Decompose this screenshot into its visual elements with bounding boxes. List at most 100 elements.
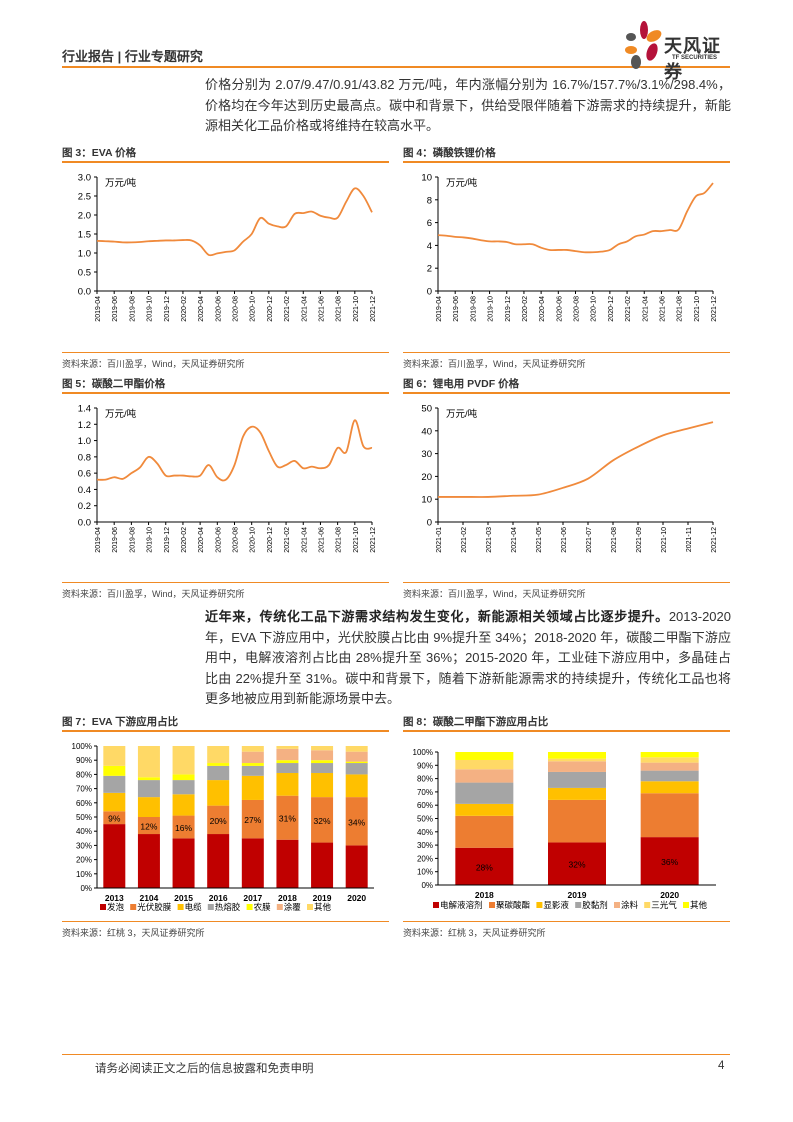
legend-item: 显影液 — [543, 900, 569, 910]
bar-segment-电解液溶剂 — [455, 847, 514, 885]
y-tick-label: 0% — [80, 884, 92, 893]
bar-segment-涂覆 — [241, 751, 264, 764]
bar-segment-热熔胶 — [172, 780, 195, 795]
bar-segment-电缆 — [137, 797, 160, 817]
x-tick-label: 2019-10 — [147, 296, 154, 322]
bar-segment-涂覆 — [311, 750, 334, 761]
bar-segment-光伏胶膜 — [276, 795, 299, 840]
x-tick-label: 2013 — [105, 893, 124, 903]
logo-petals-icon — [625, 21, 662, 69]
bar-segment-农膜 — [137, 777, 160, 781]
bar-segment-其他 — [345, 746, 368, 752]
x-tick-label: 2021-06 — [318, 296, 325, 322]
bar-segment-光伏胶膜 — [207, 805, 230, 835]
bar-segment-农膜 — [172, 774, 195, 781]
legend-swatch — [644, 902, 651, 908]
chart-7: 0% 10% 20% 30% 40% 50% 60% 70% 80% 90% 100% 9% 2013 1… — [72, 742, 374, 912]
bar-segment-光伏胶膜 — [345, 797, 368, 846]
y-tick-label: 0.6 — [78, 469, 91, 480]
figure-title: 图 4：磷酸铁锂价格 — [403, 147, 496, 159]
bar-segment-其他 — [548, 752, 606, 759]
data-label: 31% — [279, 814, 296, 824]
x-tick-label: 2015 — [174, 893, 193, 903]
x-tick-label: 2020-12 — [267, 296, 274, 322]
x-tick-label: 2020-08 — [233, 527, 240, 553]
x-tick-label: 2021-10 — [353, 527, 360, 553]
y-tick-label: 60% — [76, 799, 92, 808]
x-tick-label: 2020 — [347, 893, 366, 903]
y-tick-label: 0.0 — [78, 518, 91, 529]
x-tick-label: 2020-04 — [198, 296, 205, 322]
x-tick-label: 2021-04 — [301, 527, 308, 553]
x-tick-label: 2019-12 — [505, 296, 512, 322]
legend-swatch — [433, 902, 439, 908]
data-label: 20% — [210, 816, 227, 826]
legend-swatch — [246, 904, 253, 910]
chart-8: 0% 10% 20% 30% 40% 50% 60% 70% 80% 90% 100% 28% 2018… — [413, 748, 716, 910]
paragraph-2: 近年来，传统化工品下游需求结构发生变化，新能源相关领域占比逐步提升。2013-2… — [205, 607, 731, 710]
bar-segment-其他 — [241, 746, 264, 752]
x-tick-label: 2018 — [278, 893, 297, 903]
y-tick-label: 100% — [413, 748, 433, 757]
unit-label: 万元/吨 — [446, 177, 478, 189]
y-tick-label: 0.8 — [78, 452, 91, 463]
bar-segment-农膜 — [207, 763, 230, 766]
y-tick-label: 2.5 — [78, 192, 91, 203]
y-tick-label: 10 — [421, 173, 432, 184]
y-tick-label: 4 — [427, 241, 432, 252]
chart-5: 0.0 0.2 0.4 0.6 0.8 1.0 1.2 1.4 2019-04 2019-06 20… — [78, 404, 377, 553]
price-line — [96, 419, 373, 482]
legend-item: 发泡 — [107, 902, 125, 912]
x-tick-label: 2019-06 — [112, 527, 119, 553]
x-tick-label: 2020-08 — [574, 296, 581, 322]
bar-segment-三光气 — [640, 757, 699, 763]
x-tick-label: 2020-06 — [215, 527, 222, 553]
paragraph-1: 价格分别为 2.07/9.47/0.91/43.82 万元/吨，年内涨幅分别为 … — [205, 77, 731, 133]
footer-divider — [62, 1054, 730, 1055]
header-divider — [62, 66, 730, 68]
legend-swatch — [489, 902, 495, 908]
legend-swatch — [575, 902, 582, 908]
figure-source-divider — [62, 352, 389, 353]
bar-segment-电缆 — [311, 772, 334, 798]
bar-segment-涂料 — [640, 762, 699, 771]
figure-title: 图 3：EVA 价格 — [62, 147, 137, 159]
bar-segment-电缆 — [345, 774, 368, 798]
chart-3: 0.0 0.5 1.0 1.5 2.0 2.5 3.0 2019-04 2019-06 2019-… — [78, 173, 377, 322]
x-tick-label: 2021-07 — [586, 527, 593, 553]
figure-source-divider — [62, 582, 389, 583]
data-label: 32% — [314, 816, 331, 826]
y-tick-label: 50 — [421, 404, 432, 415]
x-tick-label: 2020-06 — [215, 296, 222, 322]
figure-title-divider — [403, 392, 730, 394]
bar-segment-光伏胶膜 — [137, 817, 160, 835]
y-tick-label: 1.5 — [78, 230, 91, 241]
x-tick-label: 2021-02 — [284, 527, 291, 553]
bar-segment-电缆 — [241, 775, 264, 800]
figure-source-divider — [403, 582, 730, 583]
figure-source: 资料来源：红桃 3，天风证券研究所 — [403, 928, 546, 938]
legend-item: 聚碳酸酯 — [496, 900, 531, 910]
bar-segment-发泡 — [345, 845, 368, 888]
legend-item: 农膜 — [254, 902, 272, 912]
paragraph-2-lead: 近年来，传统化工品下游需求结构发生变化，新能源相关领域占比逐步提升。 — [205, 609, 669, 624]
x-tick-label: 2020-12 — [267, 527, 274, 553]
bar-segment-发泡 — [103, 824, 126, 888]
y-tick-label: 70% — [417, 788, 433, 797]
y-tick-label: 0 — [427, 287, 432, 298]
legend-item: 其他 — [314, 902, 332, 912]
x-tick-label: 2016 — [209, 893, 228, 903]
figure-title-divider — [62, 161, 389, 163]
logo-text: 天风证券 — [664, 36, 721, 82]
x-tick-label: 2020-10 — [250, 527, 257, 553]
bar-segment-其他 — [640, 752, 699, 758]
y-tick-label: 20% — [76, 856, 92, 865]
legend-item: 胶黏剂 — [582, 900, 608, 910]
x-tick-label: 2021-09 — [636, 527, 643, 553]
legend-item: 热熔胶 — [215, 902, 241, 912]
footer-disclaimer: 请务必阅读正文之后的信息披露和免责申明 — [95, 1063, 314, 1075]
x-tick-label: 2019-04 — [436, 296, 443, 322]
legend-item: 三光气 — [651, 900, 677, 910]
x-tick-label: 2021-03 — [486, 527, 493, 553]
x-tick-label: 2019-12 — [164, 527, 171, 553]
